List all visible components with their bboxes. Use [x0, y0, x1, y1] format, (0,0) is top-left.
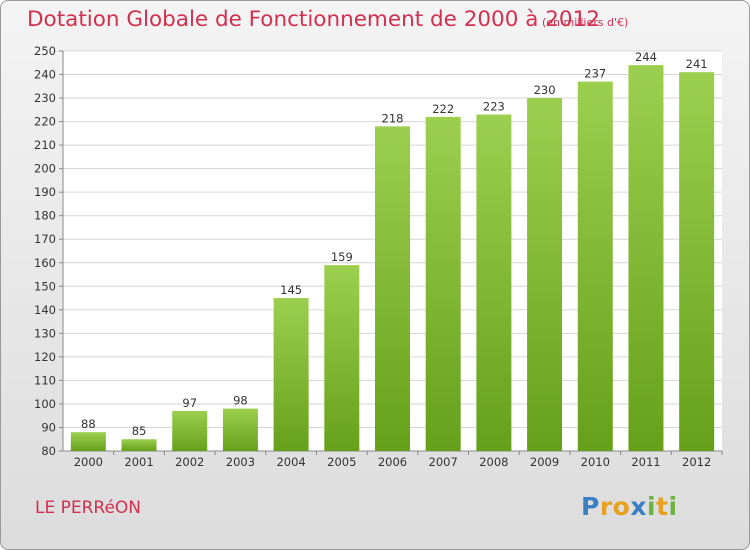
logo-letter: x [630, 492, 647, 521]
chart-title: Dotation Globale de Fonctionnement de 20… [27, 7, 600, 32]
x-tick-label-2005: 2005 [327, 455, 356, 469]
y-tick-label: 250 [34, 44, 56, 58]
x-tick-label-2010: 2010 [581, 455, 610, 469]
x-tick-label-2004: 2004 [276, 455, 305, 469]
data-label-2004: 145 [280, 283, 302, 297]
y-tick-label: 110 [34, 373, 56, 387]
data-label-2009: 230 [534, 83, 556, 97]
y-tick-label: 240 [34, 68, 56, 82]
y-tick-label: 90 [41, 420, 56, 434]
data-label-2006: 218 [382, 111, 404, 125]
y-tick-label: 200 [34, 162, 56, 176]
y-tick-label: 170 [34, 232, 56, 246]
bar-2008 [476, 114, 512, 451]
y-tick-label: 80 [41, 444, 56, 458]
y-tick-label: 220 [34, 115, 56, 129]
x-tick-label-2006: 2006 [378, 455, 407, 469]
bar-2007 [425, 116, 461, 451]
y-tick-labels: 80 90 100 110 120 130 140 150 160 170 180 190 200 210… [34, 44, 56, 458]
x-tick-label-2000: 2000 [74, 455, 103, 469]
commune-name: LE PERRéON [35, 498, 142, 518]
x-tick-labels: 2000 2001 2002 2003 2004 2005 2006 2007 2008 2009… [74, 455, 712, 469]
x-tick-label-2011: 2011 [631, 455, 660, 469]
logo-letter: i [647, 492, 657, 521]
data-label-2002: 97 [182, 396, 197, 410]
data-label-2001: 85 [132, 424, 147, 438]
logo-letter: t [656, 492, 669, 521]
y-tick-label: 100 [34, 397, 56, 411]
data-label-2008: 223 [483, 100, 505, 114]
x-tick-label-2007: 2007 [429, 455, 458, 469]
data-label-2011: 244 [635, 50, 657, 64]
y-tick-label: 190 [34, 185, 56, 199]
bar-2006 [375, 126, 410, 451]
bar-2000 [70, 432, 106, 451]
x-tick-label-2003: 2003 [226, 455, 255, 469]
bar-2003 [222, 408, 258, 451]
logo-letter: r [599, 492, 613, 521]
data-labels: 88 85 97 98 145 159 218 222 223 230 237 244 241 [81, 50, 708, 438]
x-tick-label-2002: 2002 [175, 455, 204, 469]
data-label-2003: 98 [233, 394, 248, 408]
bar-2001 [121, 439, 157, 451]
x-tick-label-2012: 2012 [682, 455, 711, 469]
y-tick-label: 180 [34, 209, 56, 223]
data-label-2000: 88 [81, 417, 96, 431]
y-tick-label: 160 [34, 256, 56, 270]
bar-2004 [273, 298, 309, 451]
x-tick-label-2009: 2009 [530, 455, 559, 469]
bar-2005 [324, 265, 360, 451]
bar-2010 [577, 81, 613, 452]
data-label-2007: 222 [432, 102, 454, 116]
logo-letter: i [668, 492, 678, 521]
x-tick-label-2001: 2001 [124, 455, 153, 469]
bar-2002 [172, 411, 208, 451]
y-tick-label: 130 [34, 326, 56, 340]
y-tick-label: 230 [34, 91, 56, 105]
y-tick-label: 150 [34, 279, 56, 293]
bar-2012 [679, 72, 715, 452]
x-tick-label-2008: 2008 [479, 455, 508, 469]
logo-letter: P [581, 492, 600, 521]
chart-subtitle: (en milliers d'€) [542, 16, 629, 29]
y-tick-label: 120 [34, 350, 56, 364]
bar-2009 [527, 98, 563, 451]
data-label-2012: 241 [686, 57, 708, 71]
y-tick-label: 140 [34, 303, 56, 317]
proxiti-logo: Proxiti [581, 492, 678, 521]
y-tick-label: 210 [34, 138, 56, 152]
bar-2011 [628, 65, 664, 451]
data-label-2005: 159 [331, 250, 353, 264]
bars-group [70, 65, 715, 452]
data-label-2010: 237 [584, 67, 606, 81]
logo-letter: o [612, 492, 631, 521]
